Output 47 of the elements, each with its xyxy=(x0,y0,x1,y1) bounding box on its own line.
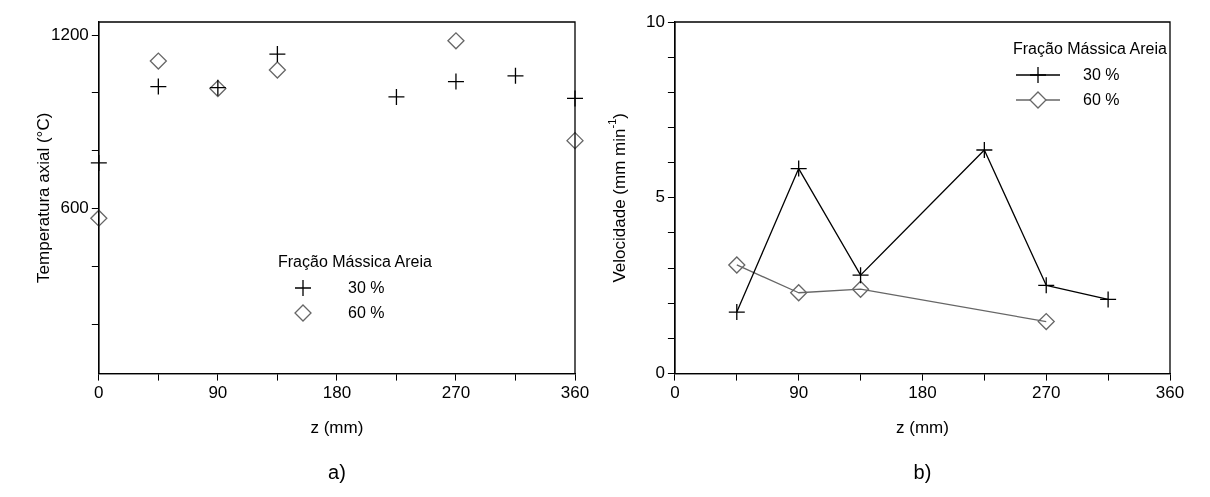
point xyxy=(506,67,525,85)
point xyxy=(447,32,465,50)
point xyxy=(149,52,167,70)
x-tick-label: 270 xyxy=(1032,383,1061,403)
point xyxy=(1037,312,1055,331)
legend-label: 60 % xyxy=(348,303,385,322)
legend-title: Fração Mássica Areia xyxy=(278,253,432,271)
x-tick-label: 90 xyxy=(208,383,228,403)
x-tick-label: 360 xyxy=(1155,383,1185,403)
point xyxy=(447,72,465,91)
point xyxy=(90,209,108,227)
x-tick-label: 270 xyxy=(441,383,471,403)
x-tick-label: 360 xyxy=(560,383,590,403)
point xyxy=(790,284,808,302)
x-axis-title: z (mm) xyxy=(896,418,949,438)
legend-label: 30 % xyxy=(1083,65,1120,84)
point xyxy=(728,256,746,274)
point xyxy=(566,132,584,150)
x-tick-label: 0 xyxy=(94,383,104,403)
text: b) xyxy=(913,461,932,484)
x-tick-label: 90 xyxy=(789,383,809,403)
y-tick-label: 1200 xyxy=(50,24,89,44)
point xyxy=(975,141,993,159)
point xyxy=(728,303,746,321)
point xyxy=(268,45,287,63)
y-tick-label: 5 xyxy=(655,187,665,207)
point xyxy=(851,266,870,284)
legend-label: 30 % xyxy=(348,278,385,297)
y-axis-title: Temperatura axial (°C) xyxy=(33,112,53,283)
x-tick-label: 180 xyxy=(322,383,352,403)
point xyxy=(149,77,167,96)
point xyxy=(268,61,287,79)
text: a) xyxy=(328,461,346,484)
x-axis-title: z (mm) xyxy=(310,418,364,438)
point xyxy=(1037,276,1055,294)
y-tick-label: 0 xyxy=(655,363,665,383)
x-tick-label: 0 xyxy=(670,383,680,403)
point xyxy=(387,88,406,106)
point xyxy=(1099,290,1117,309)
legend-title: Fração Mássica Areia xyxy=(1013,40,1167,58)
y-tick-label: 600 xyxy=(60,198,89,218)
y-axis-title: Velocidade (mm min-1) xyxy=(606,113,629,283)
legend-label: 60 % xyxy=(1083,90,1120,109)
point xyxy=(790,159,808,178)
y-tick-label: 10 xyxy=(645,11,665,31)
point xyxy=(851,280,870,298)
x-tick-label: 180 xyxy=(908,383,937,403)
